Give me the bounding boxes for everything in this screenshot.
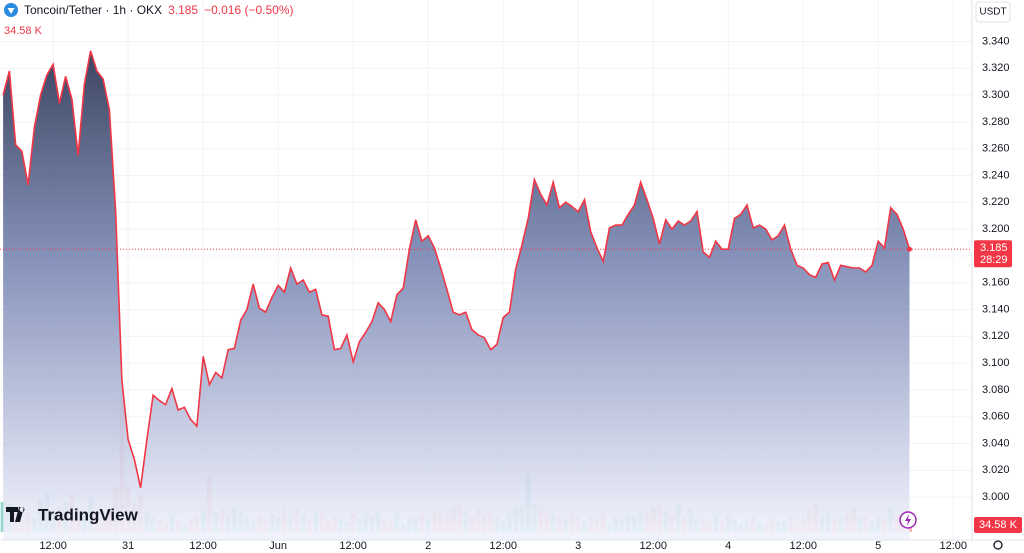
x-tick-label: 12:00: [39, 540, 67, 552]
y-tick-label: 3.260: [982, 143, 1010, 155]
last-price: 3.185: [168, 3, 199, 17]
area-fill: [3, 50, 910, 541]
y-tick-label: 3.160: [982, 277, 1010, 289]
header: Toncoin/Tether · 1h · OKX 3.185 −0.016 (…: [4, 3, 294, 17]
volume-badge: [974, 517, 1022, 533]
y-tick-label: 3.300: [982, 89, 1010, 101]
x-tick-label: 12:00: [939, 540, 967, 552]
y-tick-label: 3.100: [982, 357, 1010, 369]
y-tick-label: 3.120: [982, 330, 1010, 342]
y-tick-label: 3.040: [982, 437, 1010, 449]
volume-legend: 34.58 K: [4, 25, 42, 37]
price-change: −0.016 (−0.50%): [204, 3, 294, 17]
currency: USDT: [979, 7, 1006, 18]
y-tick-label: 3.000: [982, 491, 1010, 503]
x-tick-label: 12:00: [639, 540, 667, 552]
x-tick-label: 31: [122, 540, 134, 552]
settings-icon[interactable]: [993, 540, 1003, 550]
symbol-logo: [4, 3, 18, 17]
x-tick-label: 4: [725, 540, 731, 552]
y-tick-label: 3.240: [982, 169, 1010, 181]
x-tick-label: 5: [875, 540, 881, 552]
x-tick-label: Jun: [269, 540, 287, 552]
countdown: 28:29: [980, 254, 1008, 266]
y-tick-label: 3.320: [982, 62, 1010, 74]
alert-bolt: [905, 514, 911, 526]
volume-badge-text: 34.58 K: [979, 519, 1018, 531]
watermark: TradingView: [38, 505, 139, 524]
y-tick-label: 3.020: [982, 464, 1010, 476]
x-tick-label: 12:00: [189, 540, 217, 552]
y-tick-label: 3.340: [982, 35, 1010, 47]
price-badge-text: 3.185: [980, 242, 1008, 254]
symbol-title: Toncoin/Tether · 1h · OKX: [24, 3, 163, 17]
y-tick-label: 3.140: [982, 303, 1010, 315]
y-tick-label: 3.060: [982, 411, 1010, 423]
y-tick-label: 3.200: [982, 223, 1010, 235]
x-tick-label: 12:00: [489, 540, 517, 552]
y-tick-label: 3.280: [982, 116, 1010, 128]
currency-box[interactable]: [975, 1, 1011, 23]
x-tick-label: 12:00: [789, 540, 817, 552]
price-badge: [974, 240, 1012, 268]
watermark-logo: [6, 507, 25, 522]
y-tick-label: 3.080: [982, 384, 1010, 396]
y-tick-label: 3.220: [982, 196, 1010, 208]
x-tick-label: 12:00: [339, 540, 367, 552]
x-tick-label: 2: [425, 540, 431, 552]
price-line: [2, 50, 911, 488]
x-tick-label: 3: [575, 540, 581, 552]
